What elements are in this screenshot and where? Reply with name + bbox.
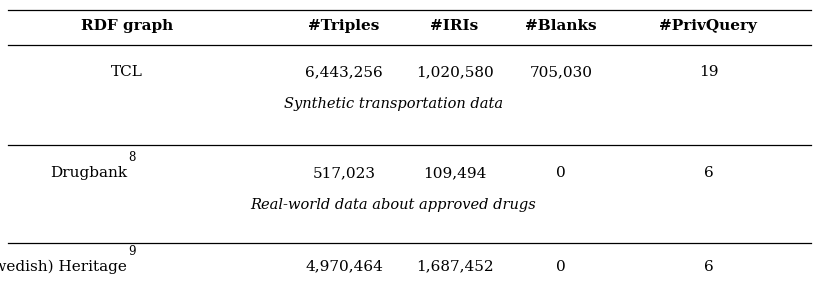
Text: 1,020,580: 1,020,580	[416, 65, 493, 79]
Text: Real-world data about approved drugs: Real-world data about approved drugs	[251, 198, 536, 212]
Text: #Blanks: #Blanks	[525, 19, 597, 33]
Text: 9: 9	[128, 245, 135, 258]
Text: 4,970,464: 4,970,464	[305, 260, 383, 274]
Text: 6: 6	[704, 166, 713, 180]
Text: Drugbank: Drugbank	[50, 166, 127, 180]
Text: 517,023: 517,023	[313, 166, 375, 180]
Text: Synthetic transportation data: Synthetic transportation data	[283, 97, 503, 111]
Text: #IRIs: #IRIs	[431, 19, 478, 33]
Text: TCL: TCL	[111, 65, 143, 79]
Text: 1,687,452: 1,687,452	[416, 260, 493, 274]
Text: 6,443,256: 6,443,256	[305, 65, 382, 79]
Text: #PrivQuery: #PrivQuery	[659, 19, 758, 33]
Text: 8: 8	[128, 151, 135, 164]
Text: 0: 0	[556, 166, 566, 180]
Text: 19: 19	[699, 65, 718, 79]
Text: 0: 0	[556, 260, 566, 274]
Text: RDF graph: RDF graph	[81, 19, 173, 33]
Text: 109,494: 109,494	[423, 166, 486, 180]
Text: (Swedish) Heritage: (Swedish) Heritage	[0, 259, 127, 274]
Text: 705,030: 705,030	[530, 65, 592, 79]
Text: 6: 6	[704, 260, 713, 274]
Text: #Triples: #Triples	[308, 19, 380, 33]
